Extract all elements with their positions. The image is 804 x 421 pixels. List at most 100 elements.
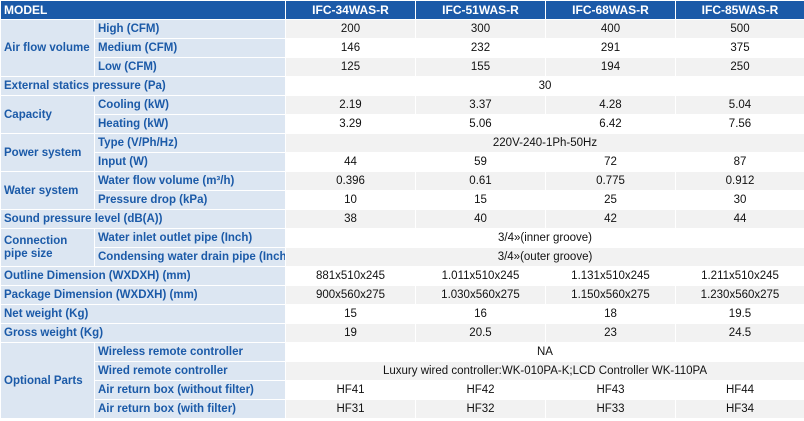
cell-value: 500 (675, 19, 804, 39)
cell-value: HF43 (545, 380, 676, 400)
cell-value: 200 (285, 19, 416, 39)
cell-value: 2.19 (285, 95, 416, 115)
cell-value: 15 (285, 304, 416, 324)
model-name: IFC-34WAS-R (285, 0, 416, 20)
model-name: IFC-51WAS-R (415, 0, 546, 20)
table-row: Net weight (Kg) 15 16 18 19.5 (0, 304, 804, 324)
row-label: Air return box (with filter) (94, 399, 286, 419)
cell-value: 7.56 (675, 114, 804, 134)
category-net-weight: Net weight (Kg) (0, 304, 286, 324)
model-name: IFC-85WAS-R (675, 0, 804, 20)
row-label: Wireless remote controller (94, 342, 286, 362)
cell-value: Luxury wired controller:WK-010PA-K;LCD C… (285, 361, 804, 381)
cell-value: 3/4»(inner groove) (285, 228, 804, 248)
table-row: Outline Dimension (WXDXH) (mm) 881x510x2… (0, 266, 804, 286)
row-label: High (CFM) (94, 19, 286, 39)
cell-value: 194 (545, 57, 676, 77)
cell-value: 23 (545, 323, 676, 343)
cell-value: 44 (675, 209, 804, 229)
category-power: Power system (0, 133, 95, 172)
category-optional: Optional Parts (0, 342, 95, 419)
cell-value: 0.61 (415, 171, 546, 191)
table-row: Heating (kW) 3.29 5.06 6.42 7.56 (1, 114, 804, 134)
cell-value: 25 (545, 190, 676, 210)
cell-value: 375 (675, 38, 804, 58)
cell-value: 146 (285, 38, 416, 58)
header-row: MODEL IFC-34WAS-R IFC-51WAS-R IFC-68WAS-… (0, 0, 804, 20)
row-label: Wired remote controller (94, 361, 286, 381)
category-sound: Sound pressure level (dB(A)) (0, 209, 286, 229)
cell-value: 3.29 (285, 114, 416, 134)
category-capacity: Capacity (0, 95, 95, 134)
table-row: Connection pipe size Water inlet outlet … (0, 228, 804, 267)
cell-value: 30 (285, 76, 804, 96)
cell-value: 0.912 (675, 171, 804, 191)
row-label: Low (CFM) (94, 57, 286, 77)
cell-value: 155 (415, 57, 546, 77)
table-row: Sound pressure level (dB(A)) 38 40 42 44 (0, 209, 804, 229)
cell-value: 1.011x510x245 (415, 266, 546, 286)
cell-value: HF32 (415, 399, 546, 419)
row-label: Type (V/Ph/Hz) (94, 133, 286, 153)
table-row: Power system Type (V/Ph/Hz) 220V-240-1Ph… (0, 133, 804, 172)
cell-value: 15 (415, 190, 546, 210)
cell-value: 250 (675, 57, 804, 77)
cell-value: 19 (285, 323, 416, 343)
cell-value: 18 (545, 304, 676, 324)
cell-value: 125 (285, 57, 416, 77)
cell-value: 16 (415, 304, 546, 324)
cell-value: 72 (545, 152, 676, 172)
category-air-flow: Air flow volume (0, 19, 95, 77)
cell-value: 38 (285, 209, 416, 229)
table-row: Wired remote controller Luxury wired con… (1, 361, 804, 381)
table-row: Low (CFM) 125 155 194 250 (1, 57, 804, 77)
row-label: Pressure drop (kPa) (94, 190, 286, 210)
cell-value: NA (285, 342, 804, 362)
table-row: External statics pressure (Pa) 30 (0, 76, 804, 96)
row-label: Condensing water drain pipe (Inch) (94, 247, 286, 267)
row-label: Water inlet outlet pipe (Inch) (94, 228, 286, 248)
table-row: Input (W) 44 59 72 87 (1, 152, 804, 172)
row-label: Water flow volume (m³/h) (94, 171, 286, 191)
cell-value: 0.396 (285, 171, 416, 191)
cell-value: 30 (675, 190, 804, 210)
table-row: Air return box (without filter) HF41 HF4… (1, 380, 804, 400)
cell-value: 3/4»(outer groove) (285, 247, 804, 267)
table-row: Medium (CFM) 146 232 291 375 (1, 38, 804, 58)
cell-value: HF42 (415, 380, 546, 400)
row-label: Air return box (without filter) (94, 380, 286, 400)
cell-value: 5.06 (415, 114, 546, 134)
cell-value: 87 (675, 152, 804, 172)
cell-value: 24.5 (675, 323, 804, 343)
cell-value: 40 (415, 209, 546, 229)
cell-value: HF41 (285, 380, 416, 400)
row-label: Cooling (kW) (94, 95, 286, 115)
table-row: Condensing water drain pipe (Inch) 3/4»(… (1, 247, 804, 267)
table-row: Air flow volume High (CFM) 200 300 400 5… (0, 19, 804, 77)
table-row: Pressure drop (kPa) 10 15 25 30 (1, 190, 804, 210)
cell-value: 881x510x245 (285, 266, 416, 286)
cell-value: 1.230x560x275 (675, 285, 804, 305)
cell-value: 900x560x275 (285, 285, 416, 305)
table-row: Gross weight (Kg) 19 20.5 23 24.5 (0, 323, 804, 343)
cell-value: 6.42 (545, 114, 676, 134)
cell-value: 1.030x560x275 (415, 285, 546, 305)
cell-value: 1.150x560x275 (545, 285, 676, 305)
table-row: Capacity Cooling (kW) 2.19 3.37 4.28 5.0… (0, 95, 804, 134)
cell-value: HF34 (675, 399, 804, 419)
cell-value: 5.04 (675, 95, 804, 115)
category-package: Package Dimension (WXDXH) (mm) (0, 285, 286, 305)
cell-value: 0.775 (545, 171, 676, 191)
cell-value: HF31 (285, 399, 416, 419)
cell-value: 291 (545, 38, 676, 58)
table-row: Water system Water flow volume (m³/h) 0.… (0, 171, 804, 210)
cell-value: 400 (545, 19, 676, 39)
cell-value: HF44 (675, 380, 804, 400)
category-connection: Connection pipe size (0, 228, 95, 267)
cell-value: 10 (285, 190, 416, 210)
cell-value: 3.37 (415, 95, 546, 115)
cell-value: 1.131x510x245 (545, 266, 676, 286)
category-external-static: External statics pressure (Pa) (0, 76, 286, 96)
cell-value: 1.211x510x245 (675, 266, 804, 286)
